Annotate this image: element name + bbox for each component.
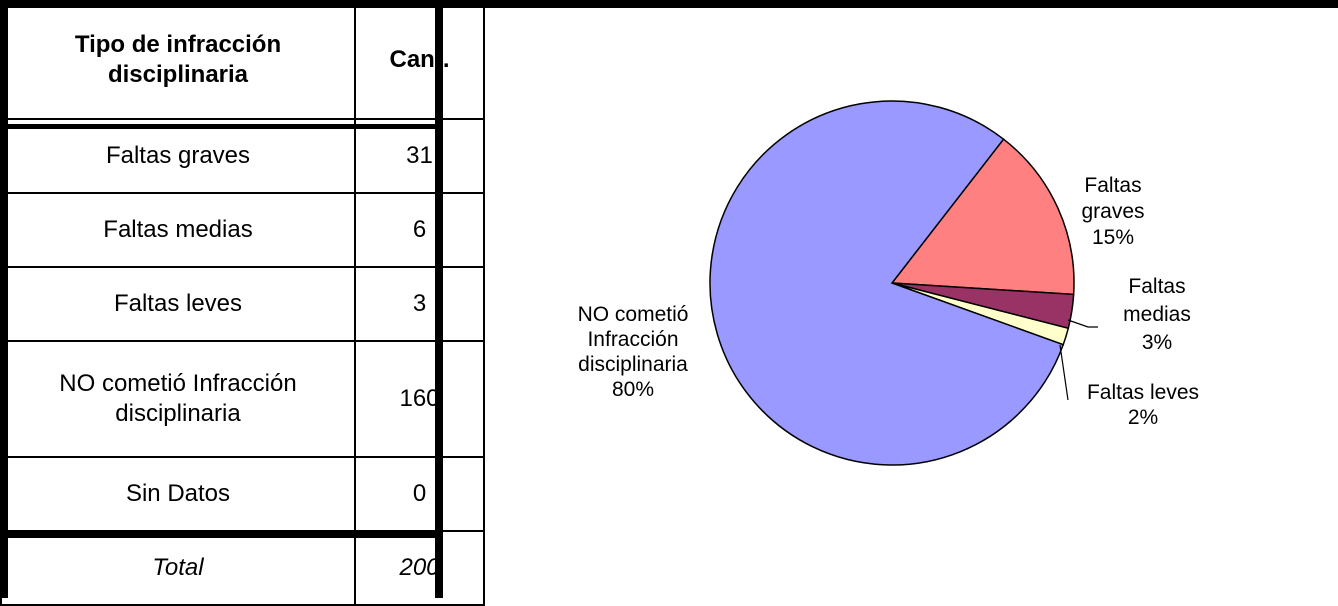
top-border — [0, 0, 1338, 8]
table-header-row: Tipo de infracción disciplinaria Cant. — [0, 0, 485, 120]
row-value: 3 — [354, 266, 485, 342]
pie-chart: NO cometió Infracción disciplinaria 80% Falt… — [578, 100, 1199, 466]
leader-line — [1059, 344, 1069, 401]
total-value: 200 — [354, 530, 485, 606]
row-value: 31 — [354, 118, 485, 194]
row-label: Faltas graves — [0, 118, 356, 194]
row-value: 160 — [354, 340, 485, 458]
pie-label: NO cometió Infracción disciplinaria 80% — [578, 303, 689, 401]
table-right-border — [435, 0, 443, 598]
table-total-row: Total 200 — [0, 530, 485, 606]
pie-label: Faltas medias 3% — [1123, 275, 1191, 354]
pie-slice — [890, 138, 1075, 296]
infraction-table: Tipo de infracción disciplinaria Cant. F… — [0, 0, 485, 606]
table-row: Faltas graves 31 — [0, 118, 485, 194]
header-type-text: Tipo de infracción disciplinaria — [74, 31, 282, 88]
pie-slice — [709, 100, 1065, 466]
header-type: Tipo de infracción disciplinaria — [0, 0, 356, 120]
table-left-border — [0, 0, 8, 598]
table-row: Faltas leves 3 — [0, 266, 485, 342]
row-value: 0 — [354, 456, 485, 532]
total-divider — [0, 532, 443, 538]
row-label: Sin Datos — [0, 456, 356, 532]
row-label: Faltas medias — [0, 192, 356, 268]
table-row: Sin Datos 0 — [0, 456, 485, 532]
leader-line — [1067, 319, 1098, 328]
row-label: NO cometió Infracción disciplinaria — [0, 340, 356, 458]
pie-label: Faltas graves 15% — [1081, 174, 1144, 249]
row-label: Faltas leves — [0, 266, 356, 342]
total-label: Total — [0, 530, 356, 606]
header-divider — [0, 124, 443, 129]
table-row: Faltas medias 6 — [0, 192, 485, 268]
pie-label: Faltas leves 2% — [1087, 381, 1199, 429]
header-count: Cant. — [354, 0, 485, 120]
table-row: NO cometió Infracción disciplinaria 160 — [0, 340, 485, 458]
row-value: 6 — [354, 192, 485, 268]
